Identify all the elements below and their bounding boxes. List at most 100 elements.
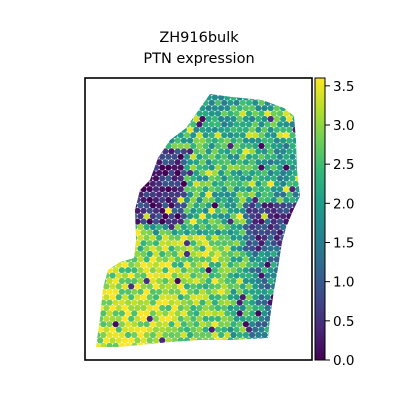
expression-spot	[295, 294, 300, 301]
expression-spot	[214, 121, 222, 128]
expression-spot	[121, 110, 129, 117]
expression-spot	[258, 240, 265, 247]
expression-spot	[208, 164, 215, 171]
expression-spot	[267, 342, 274, 347]
expression-spot	[96, 94, 101, 101]
expression-spot	[143, 180, 150, 187]
expression-spot	[149, 94, 156, 101]
chart-subtitle: PTN expression	[143, 51, 254, 67]
expression-spot	[218, 126, 225, 133]
expression-spot	[171, 153, 178, 160]
expression-spot	[211, 202, 218, 209]
expression-spot	[230, 299, 237, 306]
expression-spot	[100, 148, 107, 155]
expression-spot	[255, 137, 262, 144]
expression-spot	[134, 315, 141, 322]
expression-spot	[100, 180, 107, 187]
expression-spot	[208, 294, 215, 301]
expression-spot	[128, 153, 135, 160]
expression-spot	[276, 250, 284, 258]
expression-spot	[109, 99, 116, 106]
expression-spot	[239, 261, 246, 268]
expression-spot	[140, 304, 147, 312]
expression-spot	[205, 169, 212, 177]
expression-spot	[208, 261, 215, 268]
expression-spot	[165, 315, 172, 322]
expression-spot	[292, 191, 299, 198]
expression-spot	[152, 261, 160, 268]
expression-spot	[236, 223, 243, 231]
expression-spot	[118, 277, 125, 285]
expression-spot	[168, 115, 175, 123]
expression-spot	[103, 272, 110, 279]
expression-spot	[125, 331, 132, 339]
expression-spot	[283, 240, 290, 247]
expression-spot	[280, 310, 287, 317]
expression-spot	[96, 342, 101, 347]
expression-spot	[121, 175, 129, 182]
expression-spot	[106, 126, 113, 133]
expression-spot	[118, 213, 125, 220]
expression-spot	[190, 326, 197, 333]
expression-spot	[193, 245, 200, 252]
expression-spot	[270, 250, 277, 258]
expression-spot	[149, 159, 156, 166]
expression-spot	[174, 94, 181, 101]
expression-spot	[152, 326, 160, 333]
expression-spot	[174, 223, 181, 231]
expression-spot	[221, 164, 228, 171]
expression-spot	[280, 321, 287, 328]
expression-spot	[292, 223, 299, 231]
expression-spot	[273, 310, 280, 317]
expression-spot	[146, 218, 153, 225]
expression-spot	[118, 288, 125, 295]
expression-spot	[280, 126, 287, 133]
expression-spot	[233, 283, 240, 290]
expression-spot	[295, 283, 300, 290]
expression-spot	[125, 148, 132, 155]
expression-spot	[183, 175, 191, 182]
expression-spot	[118, 105, 125, 112]
expression-spot	[270, 272, 277, 279]
expression-spot	[221, 99, 228, 106]
expression-spot	[152, 207, 160, 214]
expression-spot	[125, 342, 132, 347]
expression-spot	[149, 126, 156, 133]
expression-spot	[295, 153, 300, 160]
expression-spot	[109, 326, 116, 333]
expression-spot	[249, 169, 256, 177]
expression-spot	[214, 337, 222, 344]
expression-spot	[180, 299, 187, 306]
expression-spot	[283, 164, 290, 171]
expression-spot	[214, 153, 222, 160]
expression-spot	[221, 175, 228, 182]
expression-spot	[193, 299, 200, 306]
expression-spot	[276, 132, 284, 139]
expression-spot	[239, 207, 246, 214]
expression-spot	[245, 94, 253, 96]
expression-spot	[159, 196, 166, 204]
expression-spot	[270, 175, 277, 182]
expression-spot	[143, 267, 150, 274]
expression-spot	[218, 256, 225, 263]
expression-spot	[171, 175, 178, 182]
expression-spot	[118, 126, 125, 133]
expression-spot	[168, 321, 175, 328]
expression-spot	[162, 288, 169, 295]
expression-spot	[267, 267, 274, 274]
expression-spot	[174, 169, 181, 177]
expression-spot	[137, 234, 144, 241]
expression-spot	[183, 164, 191, 171]
expression-spot	[118, 115, 125, 123]
expression-spot	[224, 321, 231, 328]
expression-spot	[109, 94, 116, 96]
expression-spot	[286, 310, 293, 317]
expression-spot	[115, 304, 122, 312]
expression-spot	[236, 105, 243, 112]
expression-spot	[202, 229, 209, 236]
expression-spot	[214, 250, 222, 258]
expression-spot	[103, 326, 110, 333]
expression-spot	[252, 142, 259, 150]
expression-spot	[131, 191, 138, 198]
expression-spot	[276, 304, 284, 312]
